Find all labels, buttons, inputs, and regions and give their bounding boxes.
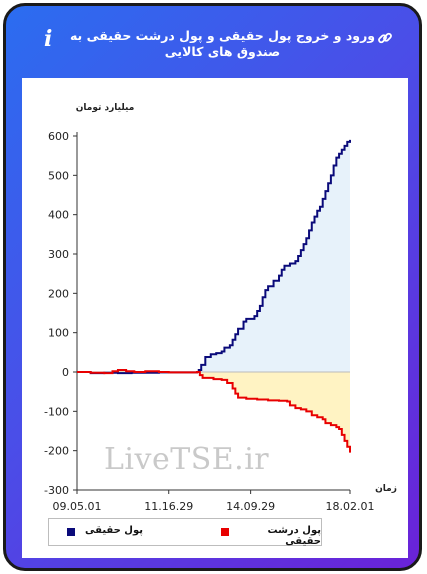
x-tick-label: 18.02.01	[326, 500, 375, 513]
y-axis-label: میلیارد تومان	[76, 103, 135, 113]
watermark-text: LiveTSE.ir	[104, 442, 270, 477]
y-tick-label: -100	[44, 405, 69, 418]
y-tick-label: 0	[62, 366, 69, 379]
x-axis-label: زمان	[375, 484, 397, 494]
y-tick-label: 100	[48, 327, 69, 340]
series-line-0	[77, 139, 351, 375]
y-tick-label: 500	[48, 169, 69, 182]
y-tick-label: 600	[48, 130, 69, 143]
chart-legend: پول حقیقی پول درشت حقیقی	[48, 518, 322, 547]
x-tick-label: 09.05.01	[53, 500, 102, 513]
y-tick-label: 200	[48, 287, 69, 300]
legend-swatch-big-real	[221, 528, 229, 536]
series-line-1	[77, 369, 351, 453]
series-area-1	[77, 370, 350, 453]
x-tick-label: 14.09.29	[226, 500, 275, 513]
link-icon[interactable]	[377, 30, 393, 46]
legend-item-real[interactable]: پول حقیقی	[85, 525, 143, 536]
chart-title: ورود و خروج پول حقیقی و پول درشت حقیقی ب…	[69, 28, 376, 59]
info-icon[interactable]: i	[44, 26, 53, 52]
y-tick-label: 400	[48, 209, 69, 222]
y-tick-label: -300	[44, 484, 69, 497]
legend-swatch-real	[67, 528, 75, 536]
series-area-0	[77, 139, 350, 374]
x-tick-label: 11.16.29	[144, 500, 193, 513]
y-tick-label: 300	[48, 248, 69, 261]
card-header: i ورود و خروج پول حقیقی و پول درشت حقیقی…	[6, 6, 419, 78]
y-tick-label: -200	[44, 445, 69, 458]
legend-item-big-real[interactable]: پول درشت حقیقی	[267, 525, 322, 547]
